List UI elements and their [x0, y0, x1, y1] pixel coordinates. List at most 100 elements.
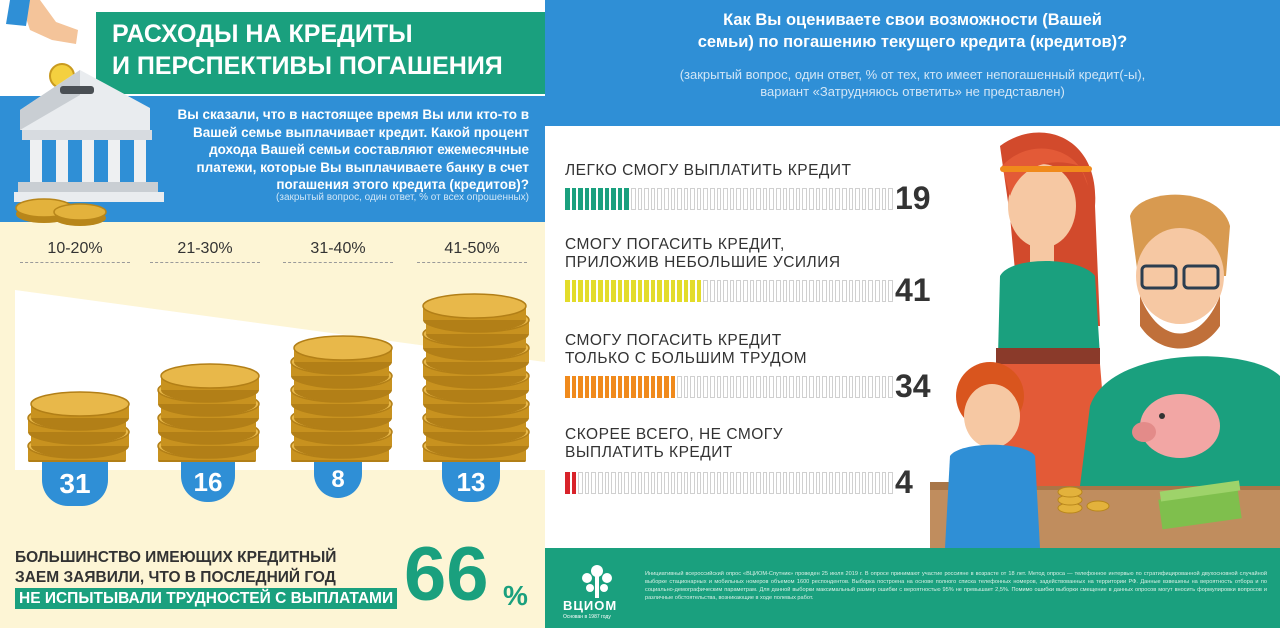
scale-segment-filled	[650, 280, 656, 302]
scale-segment-empty	[584, 472, 590, 494]
scale-segment-filled	[604, 280, 610, 302]
scale-segment-empty	[736, 376, 742, 398]
scale-segment-empty	[762, 376, 768, 398]
scale-segment-empty	[710, 280, 715, 302]
answer-label-4: СКОРЕЕ ВСЕГО, НЕ СМОГУ ВЫПЛАТИТЬ КРЕДИТ	[565, 426, 783, 462]
scale-segment-empty	[756, 376, 761, 398]
scale-segment-empty	[776, 188, 781, 210]
left-panel: РАСХОДЫ НА КРЕДИТЫ И ПЕРСПЕКТИВЫ ПОГАШЕН…	[0, 0, 545, 628]
answer-1-line-1: ЛЕГКО СМОГУ ВЫПЛАТИТЬ КРЕДИТ	[565, 162, 852, 179]
answer-2-line-1: СМОГУ ПОГАСИТЬ КРЕДИТ,	[565, 236, 785, 253]
scale-segment-filled	[677, 280, 682, 302]
scale-segment-empty	[663, 472, 669, 494]
scale-segment-empty	[881, 376, 887, 398]
scale-segment-empty	[736, 280, 742, 302]
scale-segment-filled	[637, 376, 643, 398]
right-question-note: (закрытый вопрос, один ответ, % от тех, …	[545, 66, 1280, 100]
scale-segment-empty	[670, 472, 676, 494]
scale-segment-filled	[565, 280, 570, 302]
scale-segment-empty	[815, 188, 821, 210]
scale-segment-empty	[795, 376, 801, 398]
answer-value-3: 34	[895, 368, 931, 404]
scale-segment-empty	[802, 280, 807, 302]
scale-segment-empty	[868, 188, 873, 210]
scale-segment-empty	[637, 188, 643, 210]
scale-segment-filled	[683, 280, 689, 302]
range-value-badge-4: 13	[442, 462, 500, 502]
scale-segment-empty	[683, 472, 689, 494]
scale-segment-empty	[683, 376, 689, 398]
scale-segment-empty	[868, 472, 873, 494]
scale-segment-empty	[802, 376, 807, 398]
scale-segment-empty	[769, 188, 774, 210]
scale-segment-filled	[597, 376, 603, 398]
range-value-badge-2: 16	[181, 462, 235, 502]
scale-segment-empty	[861, 188, 867, 210]
scale-segment-filled	[644, 376, 649, 398]
scale-segment-filled	[663, 280, 669, 302]
scale-segment-empty	[828, 188, 834, 210]
scale-segment-empty	[795, 188, 801, 210]
scale-segment-empty	[749, 472, 755, 494]
scale-segment-empty	[650, 472, 656, 494]
scale-segment-empty	[644, 472, 649, 494]
scale-segment-empty	[723, 472, 728, 494]
scale-segment-empty	[888, 188, 893, 210]
answer-3-line-1: СМОГУ ПОГАСИТЬ КРЕДИТ	[565, 332, 782, 349]
scale-segment-filled	[611, 376, 616, 398]
scale-segment-empty	[815, 472, 821, 494]
right-note-line-1: (закрытый вопрос, один ответ, % от тех, …	[679, 67, 1146, 82]
scale-segment-empty	[756, 280, 761, 302]
scale-segment-empty	[782, 376, 788, 398]
scale-segment-empty	[663, 188, 669, 210]
scale-segment-empty	[611, 472, 616, 494]
scale-segment-empty	[808, 188, 814, 210]
scale-segment-filled	[657, 376, 662, 398]
scale-segment-filled	[571, 376, 577, 398]
scale-segment-empty	[710, 376, 715, 398]
scale-segment-empty	[769, 472, 774, 494]
scale-segment-empty	[848, 188, 854, 210]
scale-segment-filled	[611, 188, 616, 210]
coin-top	[422, 293, 527, 319]
summary-highlight: НЕ ИСПЫТЫВАЛИ ТРУДНОСТЕЙ С ВЫПЛАТАМИ	[15, 588, 398, 609]
family-illustration	[930, 132, 1280, 548]
scale-segment-empty	[841, 376, 847, 398]
scale-segment-empty	[828, 376, 834, 398]
range-underline-4	[417, 262, 527, 263]
scale-segment-empty	[696, 376, 702, 398]
scale-segment-empty	[861, 472, 867, 494]
scale-segment-filled	[591, 280, 596, 302]
range-label-2: 21-30%	[177, 240, 233, 257]
scale-segment-empty	[868, 376, 873, 398]
scale-segment-empty	[630, 188, 636, 210]
question-text: Вы сказали, что в настоящее время Вы или…	[177, 107, 529, 192]
scale-segment-empty	[874, 188, 880, 210]
coin-stack-3	[290, 335, 393, 462]
scale-segment-empty	[703, 188, 709, 210]
scale-segment-empty	[729, 188, 735, 210]
coin-top	[30, 391, 130, 417]
scale-segment-filled	[584, 376, 590, 398]
scale-segment-empty	[874, 376, 880, 398]
footer: ВЦИОМ Основан в 1987 году Инициативный в…	[545, 548, 1280, 628]
answer-scale-3	[565, 376, 893, 398]
scale-segment-empty	[861, 280, 867, 302]
answer-value-2: 41	[895, 272, 931, 308]
scale-segment-filled	[565, 472, 570, 494]
scale-segment-empty	[881, 188, 887, 210]
range-underline-2	[150, 262, 260, 263]
scale-segment-empty	[881, 280, 887, 302]
scale-segment-empty	[657, 188, 662, 210]
scale-segment-filled	[690, 280, 695, 302]
summary-line-1: БОЛЬШИНСТВО ИМЕЮЩИХ КРЕДИТНЫЙ	[15, 549, 337, 566]
scale-segment-filled	[565, 376, 570, 398]
scale-segment-empty	[789, 472, 794, 494]
scale-segment-filled	[604, 376, 610, 398]
ramp-shape	[15, 290, 545, 470]
scale-segment-filled	[571, 472, 577, 494]
scale-segment-filled	[670, 280, 676, 302]
scale-segment-empty	[729, 472, 735, 494]
scale-segment-filled	[604, 188, 610, 210]
logo-name: ВЦИОМ	[563, 598, 618, 613]
